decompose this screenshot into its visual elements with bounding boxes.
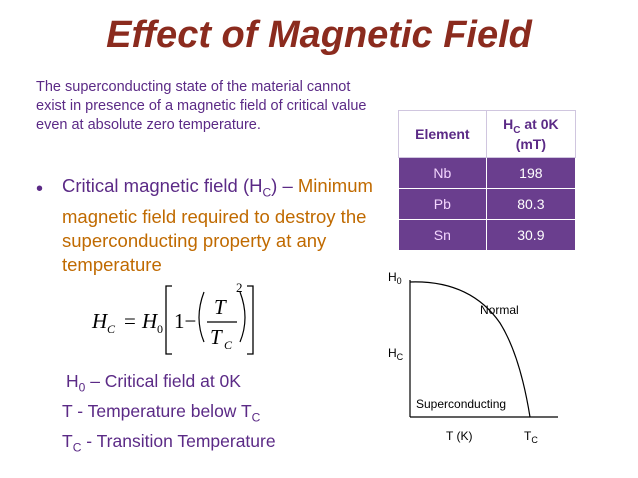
- graph-y-top-label: H0: [388, 270, 402, 286]
- definition-h0: H0 – Critical field at 0K: [66, 371, 241, 395]
- formula-den-sub: C: [224, 338, 233, 352]
- table-header-row: Element HC at 0K (mT): [398, 110, 577, 158]
- critical-field-formula: H C = H 0 1− T T C 2: [91, 280, 254, 355]
- formula-num: T: [214, 295, 227, 319]
- definition-h0-sym: H: [66, 371, 79, 391]
- formula-h0-sub: 0: [157, 322, 163, 336]
- table-header-field-unit: (mT): [515, 135, 547, 152]
- definition-tc: TC - Transition Temperature: [62, 431, 276, 455]
- table-row: Nb 198: [398, 157, 577, 189]
- bullet-text: Critical magnetic field (HC) – Minimum m…: [62, 174, 392, 277]
- definition-h0-sub: 0: [78, 380, 86, 395]
- intro-paragraph: The superconducting state of the materia…: [36, 79, 367, 133]
- definition-t-sub: C: [251, 410, 261, 425]
- critical-field-curve: [409, 281, 531, 418]
- formula-paren-left: [198, 291, 205, 343]
- formula-power: 2: [236, 280, 243, 295]
- table-header-field-main: H: [503, 116, 514, 133]
- table-cell-value: 30.9: [485, 219, 577, 251]
- definition-tc-text: - Transition Temperature: [81, 431, 276, 451]
- table-cell-element: Nb: [398, 157, 487, 189]
- bullet-definition: Minimum magnetic field required to destr…: [62, 175, 373, 275]
- table-cell-value: 198: [485, 157, 577, 189]
- bullet-lead-tail: ) –: [271, 175, 293, 196]
- table-cell-value: 80.3: [485, 188, 577, 220]
- formula-lhs: H: [91, 309, 109, 333]
- graph-x-label: T (K): [446, 429, 472, 443]
- definition-tc-sub: C: [72, 440, 82, 455]
- formula-bracket-left: [165, 285, 172, 355]
- definition-t-sym: T - Temperature below T: [62, 401, 252, 421]
- graph-region-normal: Normal: [480, 303, 519, 317]
- phase-diagram: H0 HC Normal Superconducting T (K) TC: [388, 270, 558, 445]
- table-cell-element: Sn: [398, 219, 487, 251]
- table-row: Pb 80.3: [398, 188, 577, 220]
- page-title: Effect of Magnetic Field: [106, 14, 532, 56]
- table-cell-element: Pb: [398, 188, 487, 220]
- formula-den: T: [210, 325, 223, 349]
- formula-one-minus: 1−: [174, 309, 196, 333]
- table-header-field-tail: at 0K: [520, 116, 559, 133]
- table-header-field: HC at 0K (mT): [485, 110, 577, 158]
- graph-region-superconducting: Superconducting: [416, 397, 506, 411]
- table-header-field-sub: C: [513, 124, 521, 136]
- definition-tc-sym: T: [62, 431, 73, 451]
- definition-h0-text: – Critical field at 0K: [85, 371, 241, 391]
- bullet-marker: •: [36, 178, 44, 200]
- critical-field-table: Element HC at 0K (mT) Nb 198 Pb 80.3 Sn …: [398, 110, 577, 251]
- formula-paren-right: [239, 291, 246, 343]
- formula-bracket-right: [247, 285, 254, 355]
- bullet-lead: Critical magnetic field (H: [62, 175, 263, 196]
- formula-lhs-sub: C: [107, 322, 116, 336]
- graph-y-mid-label: HC: [388, 346, 404, 362]
- definition-t: T - Temperature below TC: [62, 401, 260, 425]
- table-row: Sn 30.9: [398, 219, 577, 251]
- graph-x-end-label: TC: [524, 429, 538, 445]
- table-header-element: Element: [398, 110, 487, 158]
- formula-h0: H: [141, 309, 159, 333]
- bullet-lead-sub: C: [262, 185, 272, 200]
- formula-eq: =: [124, 309, 136, 333]
